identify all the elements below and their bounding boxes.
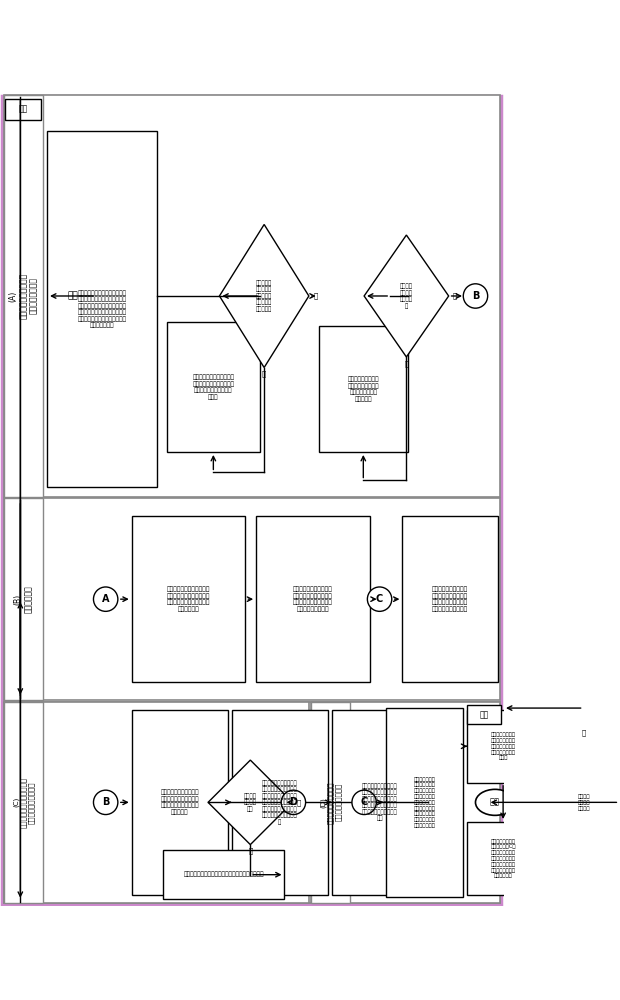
Bar: [256, 516, 370, 682]
Text: 是: 是: [297, 799, 301, 806]
Text: (B)
双目系统标定: (B) 双目系统标定: [14, 585, 33, 613]
Ellipse shape: [476, 789, 515, 815]
Polygon shape: [208, 760, 293, 845]
Text: 利用图像坐标与
被测结构的空间
坐标映射关系对
追踪目标的当前
位置与起始位置
进行三维重构，
用坐标变化确定
出被测结构目标
测点的三维位移: 利用图像坐标与 被测结构的空间 坐标映射关系对 追踪目标的当前 位置与起始位置 …: [414, 777, 436, 828]
Bar: [311, 702, 500, 903]
Text: 根据被测结构目标点空间
变位的预估范围分别对两
个摄像头拍摄到的图像进
行区域分割: 根据被测结构目标点空间 变位的预估范围分别对两 个摄像头拍摄到的图像进 行区域分…: [161, 790, 199, 815]
Circle shape: [281, 790, 306, 815]
Bar: [232, 710, 327, 895]
Bar: [4, 95, 43, 497]
Bar: [4, 702, 309, 903]
Polygon shape: [219, 224, 309, 368]
Bar: [467, 705, 502, 724]
Text: (A)
搭建风洞试验模型并调
试高速摄像头参数: (A) 搭建风洞试验模型并调 试高速摄像头参数: [9, 273, 38, 319]
Text: 结束: 结束: [480, 710, 489, 719]
Text: (D)
多点结构空间三维动态
位移自动测量与存储: (D) 多点结构空间三维动态 位移自动测量与存储: [320, 781, 342, 824]
Text: A: A: [102, 594, 109, 604]
Text: 被测结构上
的各测点是
否出现在两
个摄像头的
视野并集里: 被测结构上 的各测点是 否出现在两 个摄像头的 视野并集里: [256, 280, 272, 312]
Circle shape: [94, 790, 118, 815]
Bar: [4, 498, 500, 700]
Text: 根据两个摄像头的空间朝向
角度、空间距离以及被测结
构的空间位置，确定三者的
空间几何关系: 根据两个摄像头的空间朝向 角度、空间距离以及被测结 构的空间位置，确定三者的 空…: [167, 587, 210, 612]
Text: 两个摄像头不断进
行拍照，按照C中
搭建的追踪过程对
每一帧拍摄到的图
像进行目标追踪，
得到测点的三维位
移并即时存储: 两个摄像头不断进 行拍照，按照C中 搭建的追踪过程对 每一帧拍摄到的图 像进行目…: [490, 839, 516, 878]
Text: 是: 是: [453, 293, 458, 299]
Bar: [167, 322, 260, 452]
Text: C: C: [360, 797, 368, 807]
Bar: [467, 822, 539, 895]
Polygon shape: [548, 739, 619, 866]
Bar: [4, 498, 43, 700]
Bar: [319, 326, 408, 452]
Text: 目标追踪
是否满足
要求: 目标追踪 是否满足 要求: [244, 793, 257, 812]
Bar: [131, 710, 228, 895]
Text: C: C: [376, 594, 383, 604]
Text: 开始: 开始: [68, 291, 79, 300]
Text: 调整两个摄像头曝光
时间和增益值，调整
被测结构测点处的
图像清晰度: 调整两个摄像头曝光 时间和增益值，调整 被测结构测点处的 图像清晰度: [348, 376, 379, 402]
Bar: [311, 702, 350, 903]
Text: 对双目系统进行标定，
确定实际结构空间变位
在两个图像上的像素变
位，找出标定系数矩阵: 对双目系统进行标定， 确定实际结构空间变位 在两个图像上的像素变 位，找出标定系…: [432, 587, 468, 612]
Text: 否: 否: [404, 360, 409, 367]
Bar: [386, 708, 463, 897]
Text: 开始: 开始: [18, 105, 27, 114]
Text: 是: 是: [313, 293, 317, 299]
Text: 由两个摄像头中有关目标
点的反向投影图并根据反
向投影图和矩形框进行连
续自适应均值漂移迭代，
最终将矩形方框移动到目
标上: 由两个摄像头中有关目标 点的反向投影图并根据反 向投影图和矩形框进行连 续自适应…: [361, 783, 397, 821]
Text: 否: 否: [248, 848, 252, 854]
Bar: [47, 131, 157, 487]
Text: 否: 否: [582, 729, 586, 736]
Text: 反复调整两个高速摄像头的
空间角度，调节摄像头的镜
头焦距、光圈大小和放大
倍数等: 反复调整两个高速摄像头的 空间角度，调节摄像头的镜 头焦距、光圈大小和放大 倍数…: [192, 374, 234, 400]
Text: (C)
建立连续目标适应均值漂移
算法目标动态追踪任务: (C) 建立连续目标适应均值漂移 算法目标动态追踪任务: [13, 777, 35, 828]
Circle shape: [352, 790, 376, 815]
Bar: [4, 702, 43, 903]
Text: D: D: [290, 797, 298, 807]
Text: B: B: [102, 797, 109, 807]
Bar: [5, 99, 42, 120]
Bar: [332, 710, 428, 895]
Polygon shape: [364, 235, 449, 357]
Text: 对目标追踪过程进行机器学习和训练，优化追踪任务: 对目标追踪过程进行机器学习和训练，优化追踪任务: [184, 872, 264, 877]
Text: B: B: [472, 291, 479, 301]
Circle shape: [368, 587, 392, 611]
Text: 按照被测结构动力
响应监测要求制定
数据采样频率和存
储策略，并启动风
洞实验: 按照被测结构动力 响应监测要求制定 数据采样频率和存 储策略，并启动风 洞实验: [490, 732, 516, 760]
Bar: [402, 516, 498, 682]
Text: 是否得到
测量点处
的最佳图
像: 是否得到 测量点处 的最佳图 像: [400, 283, 413, 309]
Bar: [4, 702, 500, 903]
Bar: [4, 95, 500, 497]
Bar: [162, 850, 285, 899]
Ellipse shape: [50, 281, 96, 311]
Bar: [467, 710, 539, 783]
Text: 否: 否: [262, 371, 266, 377]
Text: 在两个进行了区域分割之
后的图像子集中选择被测
目标区域，这里选用矩形
框选定包含被测目标点区
域，并记录下选择所用的
矩形方框和对应目标点编
号: 在两个进行了区域分割之 后的图像子集中选择被测 目标区域，这里选用矩形 框选定包…: [262, 780, 298, 825]
Circle shape: [94, 587, 118, 611]
Bar: [131, 516, 246, 682]
Text: 结束: 结束: [490, 798, 500, 807]
Text: 分别用两个摄像头拍摄被
测结构的照片，建立拍摄
到的图像坐标与被测结构
的空间坐标映射关系: 分别用两个摄像头拍摄被 测结构的照片，建立拍摄 到的图像坐标与被测结构 的空间坐…: [293, 587, 333, 612]
Text: 将被测结构固定在风洞的合适位
置，确定结构测点，启动风洞试
验，确定被测结构测点，启动风
洞试验，确定两个高速摄像头的
空间位置，调节节非接触式动力
响应监测量: 将被测结构固定在风洞的合适位 置，确定结构测点，启动风洞试 验，确定被测结构测点…: [78, 290, 126, 328]
Text: 是否完成
风洞实验
监测任务: 是否完成 风洞实验 监测任务: [577, 794, 590, 811]
Circle shape: [463, 284, 488, 308]
